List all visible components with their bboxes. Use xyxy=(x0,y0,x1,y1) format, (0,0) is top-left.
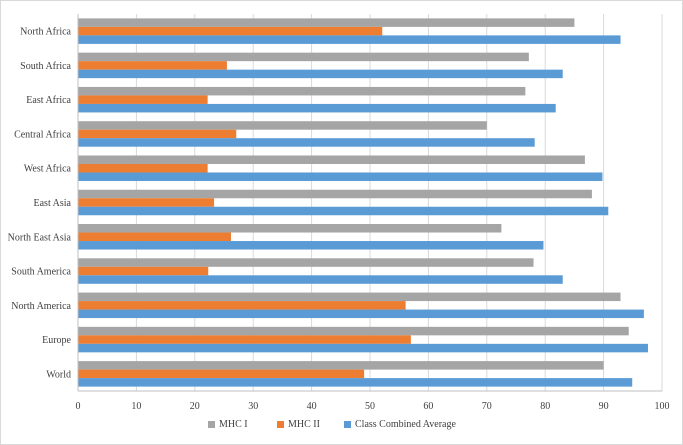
bar-mhc-ii-east-asia xyxy=(78,198,215,207)
category-label: East Africa xyxy=(26,95,71,106)
bar-mhc-i-south-africa xyxy=(78,52,529,62)
x-tick-label: 40 xyxy=(307,401,317,412)
x-tick-label: 20 xyxy=(190,401,200,412)
category-label: East Asia xyxy=(34,198,72,209)
legend: MHC I MHC II Class Combined Average xyxy=(208,419,456,430)
x-tick-labels: 0 10 20 30 40 50 60 70 80 90 100 xyxy=(76,401,670,412)
legend-swatch xyxy=(208,421,215,428)
bar-mhc-i-central-africa xyxy=(78,121,487,130)
x-tick-label: 90 xyxy=(599,401,609,412)
bar-mhc-ii-east-africa xyxy=(78,95,208,104)
bar-class-combined-average-east-asia xyxy=(78,206,609,216)
x-tick-label: 80 xyxy=(540,401,550,412)
bar-mhc-i-north-africa xyxy=(78,18,575,27)
x-tick-label: 0 xyxy=(76,401,81,412)
bar-mhc-ii-south-america xyxy=(78,266,209,276)
x-tick-label: 70 xyxy=(482,401,492,412)
bar-marks xyxy=(78,18,648,387)
legend-label: MHC I xyxy=(219,419,248,430)
bar-mhc-ii-central-africa xyxy=(78,129,237,139)
bar-mhc-ii-north-america xyxy=(78,301,406,310)
legend-label: Class Combined Average xyxy=(355,419,456,430)
bar-mhc-i-west-africa xyxy=(78,155,585,164)
category-label: South Africa xyxy=(20,61,71,72)
bar-mhc-ii-north-east-asia xyxy=(78,232,232,242)
bar-mhc-i-east-asia xyxy=(78,189,592,199)
bar-mhc-ii-north-africa xyxy=(78,26,383,36)
bar-class-combined-average-central-africa xyxy=(78,138,535,147)
x-tick-label: 50 xyxy=(365,401,375,412)
bar-class-combined-average-west-africa xyxy=(78,172,603,181)
category-label: South America xyxy=(11,267,71,278)
bar-mhc-i-south-america xyxy=(78,258,534,267)
bar-mhc-i-world xyxy=(78,361,604,370)
bar-mhc-i-europe xyxy=(78,326,629,336)
bar-class-combined-average-north-america xyxy=(78,309,644,319)
bar-class-combined-average-south-america xyxy=(78,275,563,284)
bar-mhc-ii-europe xyxy=(78,335,411,344)
bar-mhc-i-north-america xyxy=(78,292,621,302)
x-tick-label: 100 xyxy=(655,401,670,412)
category-labels: World Europe North America South America Nor… xyxy=(8,27,72,381)
bar-mhc-i-north-east-asia xyxy=(78,224,502,233)
x-tick-label: 10 xyxy=(131,401,141,412)
bar-mhc-ii-world xyxy=(78,369,365,379)
category-label: North America xyxy=(11,301,71,312)
bar-mhc-i-east-africa xyxy=(78,86,526,96)
category-label: West Africa xyxy=(24,164,72,175)
category-label: North Africa xyxy=(20,27,71,38)
bar-class-combined-average-south-africa xyxy=(78,69,563,79)
x-tick-label: 30 xyxy=(248,401,258,412)
bar-class-combined-average-east-africa xyxy=(78,103,556,113)
legend-swatch xyxy=(277,421,284,428)
bar-class-combined-average-north-africa xyxy=(78,35,621,44)
bar-mhc-ii-south-africa xyxy=(78,61,227,70)
category-label: Europe xyxy=(42,335,71,346)
category-label: World xyxy=(46,369,71,380)
legend-label: MHC II xyxy=(288,419,320,430)
bar-mhc-ii-west-africa xyxy=(78,163,208,173)
x-tick-label: 60 xyxy=(423,401,433,412)
axes xyxy=(77,14,662,392)
category-label: Central Africa xyxy=(14,129,71,140)
bar-class-combined-average-world xyxy=(78,378,633,387)
legend-swatch xyxy=(344,421,351,428)
category-label: North East Asia xyxy=(8,232,72,243)
bar-class-combined-average-north-east-asia xyxy=(78,241,544,250)
bar-class-combined-average-europe xyxy=(78,343,648,353)
